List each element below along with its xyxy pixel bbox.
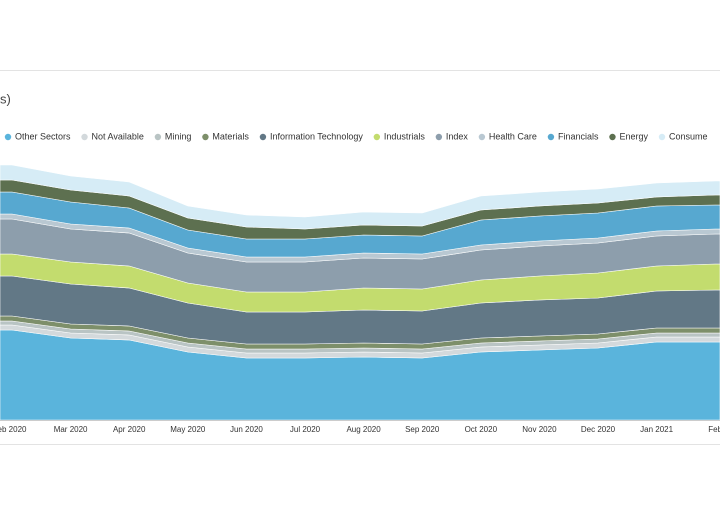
x-tick-label: eb 2020 [0, 425, 27, 434]
legend-label[interactable]: Health Care [489, 131, 537, 141]
x-tick-label: Apr 2020 [113, 425, 146, 434]
legend-marker [435, 133, 443, 141]
legend-label[interactable]: Industrials [384, 131, 426, 141]
legend-label[interactable]: Energy [619, 131, 648, 141]
legend-label[interactable]: Index [446, 131, 469, 141]
legend-label[interactable]: Financials [558, 131, 599, 141]
x-tick-label: Nov 2020 [522, 425, 557, 434]
x-tick-label: Jun 2020 [230, 425, 263, 434]
x-tick-label: Feb [708, 425, 720, 434]
x-tick-label: Jul 2020 [290, 425, 321, 434]
legend-label[interactable]: Materials [212, 131, 249, 141]
x-tick-label: May 2020 [170, 425, 206, 434]
legend-label[interactable]: Consume [669, 131, 708, 141]
x-tick-label: Jan 2021 [640, 425, 673, 434]
x-tick-label: Aug 2020 [346, 425, 381, 434]
plot [0, 164, 720, 421]
legend-marker [4, 133, 12, 141]
legend-marker [154, 133, 162, 141]
legend-label[interactable]: Information Technology [270, 131, 363, 141]
chart-title: s) [0, 91, 11, 106]
x-tick-label: Oct 2020 [465, 425, 498, 434]
legend-label[interactable]: Other Sectors [15, 131, 71, 141]
x-tick-label: Dec 2020 [581, 425, 616, 434]
legend-marker [658, 133, 666, 141]
legend-marker [259, 133, 267, 141]
x-axis: eb 2020 Mar 2020 Apr 2020 May 2020 Jun 2020 J… [0, 420, 720, 434]
area [0, 164, 720, 230]
legend-label[interactable]: Not Available [92, 131, 144, 141]
legend: Other Sectors Not Available Mining Material… [4, 131, 708, 141]
legend-marker [81, 133, 88, 141]
legend-marker [202, 133, 209, 141]
legend-marker [547, 133, 555, 141]
x-tick-label: Sep 2020 [405, 425, 440, 434]
legend-label[interactable]: Mining [165, 131, 192, 141]
legend-marker [373, 133, 381, 141]
legend-marker [478, 133, 486, 141]
legend-marker [609, 133, 616, 141]
x-tick-label: Mar 2020 [54, 425, 88, 434]
